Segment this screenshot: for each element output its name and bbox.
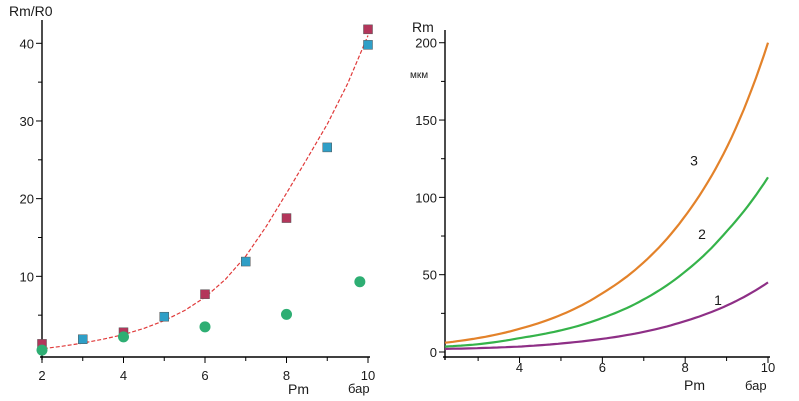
left-circle-marker — [118, 331, 129, 343]
left-ylabel: Rm/R0 — [9, 3, 53, 19]
right-curve-1 — [444, 281, 769, 350]
right-x-tick-label: 8 — [682, 360, 689, 375]
left-xlabel: Pm — [288, 381, 309, 397]
left-fit-curve — [37, 35, 369, 350]
left-square-marker — [363, 40, 373, 50]
right-x-unit: бар — [745, 378, 767, 393]
right-curve-label-3: 3 — [690, 152, 698, 168]
right-y-tick-label: 200 — [415, 36, 437, 51]
right-curve-3 — [444, 42, 770, 344]
right-x-tick-label: 6 — [599, 360, 606, 375]
left-square-marker — [159, 311, 169, 322]
left-x-unit: бар — [348, 381, 370, 396]
right-y-tick-label: 50 — [423, 268, 437, 283]
left-x-tick-label: 8 — [283, 368, 290, 383]
left-circle-marker — [354, 276, 366, 288]
left-y-tick-label: 40 — [20, 36, 34, 51]
right-curve-label-2: 2 — [698, 226, 706, 242]
right-ylabel: Rm — [412, 19, 434, 35]
left-y-tick-label: 10 — [20, 269, 34, 284]
left-circle-marker — [36, 344, 48, 356]
right-curve-2 — [444, 176, 769, 348]
left-square-marker — [241, 256, 251, 267]
left-square-marker — [200, 289, 210, 299]
left-x-tick-label: 4 — [120, 368, 127, 383]
right-y-tick-label: 150 — [415, 113, 437, 128]
left-y-tick-label: 30 — [20, 114, 34, 129]
right-x-tick-label: 10 — [761, 360, 775, 375]
left-x-tick-label: 6 — [201, 368, 208, 383]
right-curve-label-1: 1 — [714, 292, 722, 308]
right-x-tick-label: 4 — [516, 360, 523, 375]
right-y-tick-label: 100 — [415, 190, 437, 205]
left-square-marker — [322, 142, 332, 153]
left-chart: 2 4 6 8 10 10 20 30 40 Rm/R0 Pm бар — [9, 3, 375, 397]
left-circle-marker — [199, 321, 211, 333]
left-x-tick-label: 2 — [38, 368, 45, 383]
left-square-marker — [281, 213, 292, 223]
left-square-marker — [363, 24, 373, 35]
right-y-unit: мкм — [410, 70, 428, 81]
left-y-tick-label: 20 — [20, 192, 34, 207]
left-x-tick-label: 10 — [361, 368, 375, 383]
right-xlabel: Pm — [684, 377, 705, 393]
right-y-tick-label: 0 — [430, 345, 437, 360]
left-square-marker — [78, 334, 88, 344]
left-circle-marker — [281, 308, 292, 320]
